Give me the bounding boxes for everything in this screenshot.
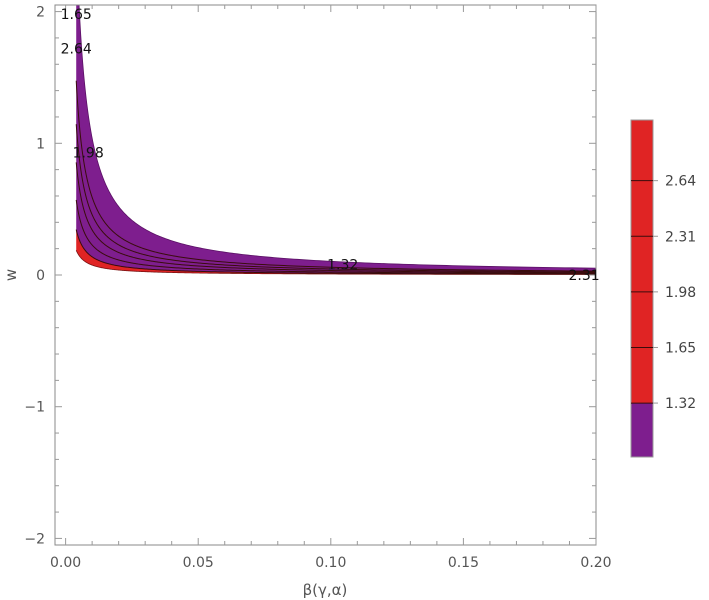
contour-line-2-31: [75, 124, 596, 273]
axis-ticks: 0.00 0.05 0.10 0.15 0.20 −2 −1 0 1 2: [24, 5, 611, 571]
legend-label: 2.31: [665, 229, 696, 245]
purple-region: [76, 5, 596, 275]
legend-label: 1.98: [665, 285, 696, 301]
contour-label: 2.64: [61, 41, 92, 57]
x-tick-label: 0.10: [315, 555, 346, 571]
legend-purple-band: [631, 403, 653, 457]
contour-line-2-64: [75, 80, 596, 272]
color-legend: 2.64 2.31 1.98 1.65 1.32: [630, 119, 696, 458]
red-region: [76, 229, 596, 275]
y-tick-label: 2: [36, 5, 45, 21]
y-tick-label: 0: [36, 268, 45, 284]
contour-label: 2.31: [568, 268, 599, 284]
contour-label: 1.65: [61, 7, 92, 23]
y-tick-label: −2: [24, 531, 45, 547]
x-tick-label: 0.20: [580, 555, 611, 571]
outer-boundary-line: [78, 5, 596, 269]
y-axis-title: w: [2, 269, 20, 281]
contour-labels: 1.65 2.64 1.98 1.32 2.31: [61, 7, 600, 284]
plot-frame: [54, 4, 597, 546]
y-tick-label: 1: [36, 136, 45, 152]
contour-label: 1.98: [73, 146, 104, 162]
plot-area: [75, 5, 596, 275]
contour-line-1-32: [75, 229, 596, 275]
legend-label: 2.64: [665, 174, 696, 190]
x-tick-label: 0.15: [448, 555, 479, 571]
inner-boundary-line: [75, 250, 596, 275]
plot-border: [54, 4, 597, 546]
x-tick-label: 0.00: [50, 555, 81, 571]
legend-label: 1.32: [665, 396, 696, 412]
x-axis-title: β(γ,α): [303, 581, 348, 599]
x-tick-label: 0.05: [183, 555, 214, 571]
legend-border: [630, 119, 654, 458]
legend-label: 1.65: [665, 340, 696, 356]
contour-line-1-65: [75, 199, 596, 274]
contour-label: 1.32: [327, 257, 358, 273]
legend-red-band: [631, 120, 653, 404]
y-tick-label: −1: [24, 400, 45, 416]
contour-line-1-98: [75, 162, 596, 274]
